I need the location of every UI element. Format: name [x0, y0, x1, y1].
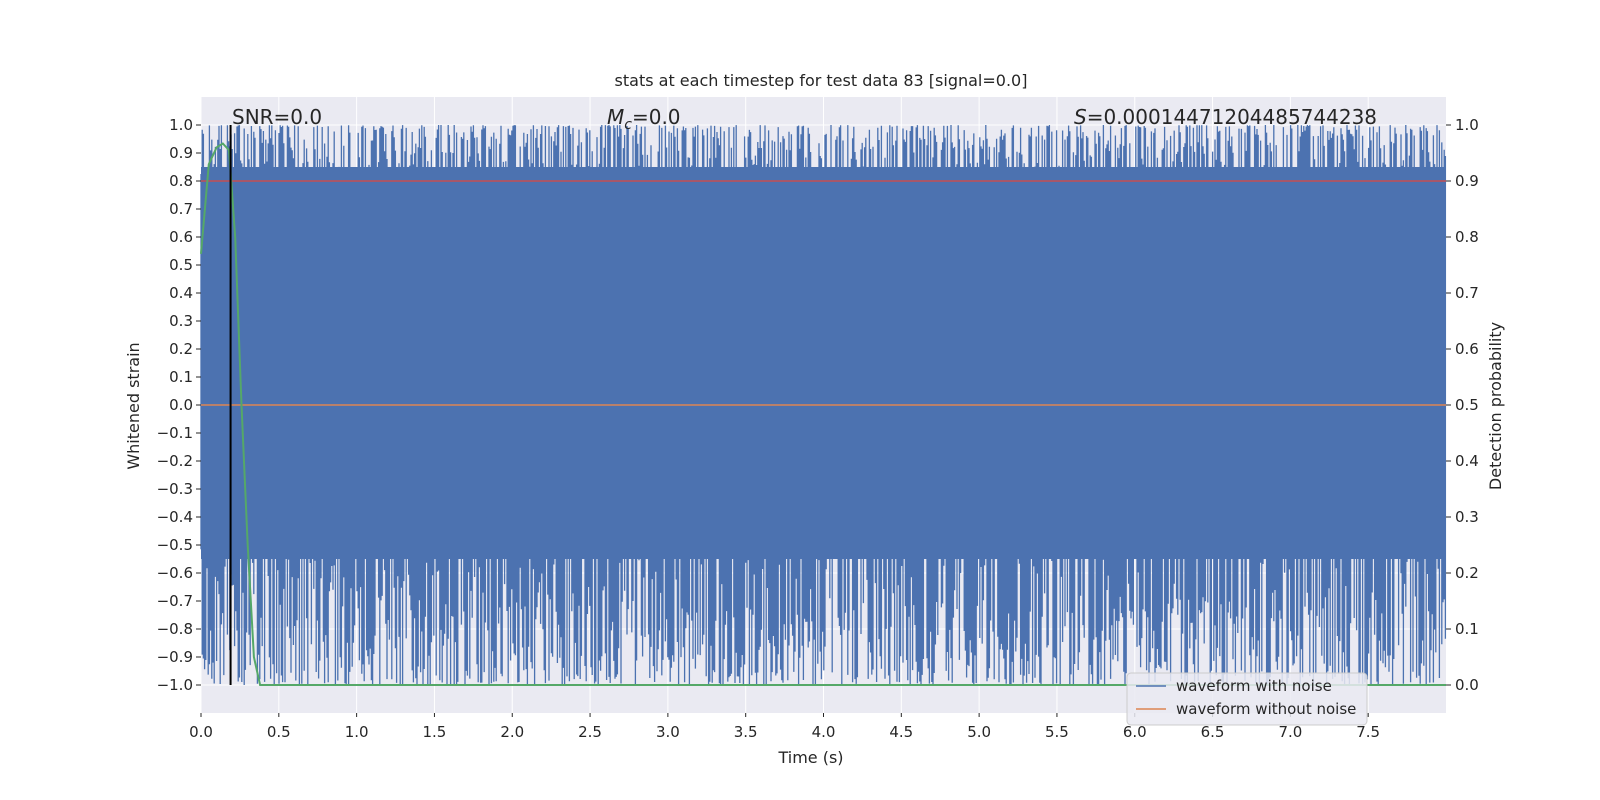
x-axis: 0.0 0.5 1.0 1.5 2.0 2.5 3.0 3.5 4.0 4.5 5.0 5.5 6.0 6… — [189, 713, 1380, 741]
y2-tick-label: 0.5 — [1455, 396, 1479, 414]
y-tick-label: 0.8 — [169, 172, 193, 190]
chirp-mass-annotation: Mc=0.0 — [607, 105, 681, 133]
line-layer — [200, 125, 1446, 686]
chart-title: stats at each timestep for test data 83 … — [615, 71, 1028, 90]
snr-annotation: SNR=0.0 — [232, 105, 322, 129]
y-tick-label: −1.0 — [157, 676, 193, 694]
y2-tick-label: 0.7 — [1455, 284, 1479, 302]
y2-tick-label: 0.8 — [1455, 228, 1479, 246]
y-tick-label: −0.1 — [157, 424, 193, 442]
y-tick-label: 0.3 — [169, 312, 193, 330]
y-tick-label: 0.1 — [169, 368, 193, 386]
x-tick-label: 5.0 — [967, 723, 991, 741]
y2-tick-label: 0.9 — [1455, 172, 1479, 190]
y2-tick-label: 0.4 — [1455, 452, 1479, 470]
x-tick-label: 2.5 — [578, 723, 602, 741]
x-tick-label: 7.5 — [1356, 723, 1380, 741]
y-tick-label: 0.9 — [169, 144, 193, 162]
y2-tick-label: 0.6 — [1455, 340, 1479, 358]
y2-tick-label: 0.2 — [1455, 564, 1479, 582]
y2-axis-label: Detection probability — [1486, 322, 1505, 490]
mc-symbol: M — [607, 105, 624, 129]
y2-tick-label: 0.3 — [1455, 508, 1479, 526]
series-detection-probability — [200, 142, 1446, 686]
y2-tick-label: 0.1 — [1455, 620, 1479, 638]
x-tick-label: 6.0 — [1123, 723, 1147, 741]
y-axis-label: Whitened strain — [124, 342, 143, 469]
y-tick-label: −0.8 — [157, 620, 193, 638]
y-tick-label: −0.5 — [157, 536, 193, 554]
x-tick-label: 0.0 — [189, 723, 213, 741]
y-tick-label: 0.7 — [169, 200, 193, 218]
legend-label-clean: waveform without noise — [1176, 700, 1356, 718]
x-axis-label: Time (s) — [777, 748, 843, 767]
y-tick-label: 0.4 — [169, 284, 193, 302]
x-tick-label: 5.5 — [1045, 723, 1069, 741]
y-tick-label: −0.2 — [157, 452, 193, 470]
x-tick-label: 1.5 — [423, 723, 447, 741]
mc-subscript: c — [624, 117, 632, 133]
s-symbol: S — [1074, 105, 1087, 129]
legend-box — [1126, 672, 1368, 726]
y-tick-label: −0.4 — [157, 508, 193, 526]
series-waveform-with-noise — [200, 125, 1447, 685]
y-tick-label: 0.5 — [169, 256, 193, 274]
s-annotation: S=0.00014471204485744238 — [1074, 105, 1377, 129]
y2-tick-label: 1.0 — [1455, 116, 1479, 134]
y-axis-right: 1.0 0.9 0.8 0.7 0.6 0.5 0.4 0.3 0.2 0.1 0.0 — [1446, 116, 1479, 694]
y-tick-label: 0.0 — [169, 396, 193, 414]
x-tick-label: 3.0 — [656, 723, 680, 741]
x-tick-label: 7.0 — [1278, 723, 1302, 741]
mc-value: =0.0 — [632, 105, 681, 129]
y-tick-label: −0.6 — [157, 564, 193, 582]
x-tick-label: 6.5 — [1201, 723, 1225, 741]
x-tick-label: 4.5 — [889, 723, 913, 741]
y-tick-label: 1.0 — [169, 116, 193, 134]
y-axis-left: 1.0 0.9 0.8 0.7 0.6 0.5 0.4 0.3 0.2 0.1 0.0 −0.1 −0.… — [157, 116, 201, 694]
noise-trace — [200, 125, 1447, 685]
x-tick-label: 2.0 — [500, 723, 524, 741]
y2-tick-label: 0.0 — [1455, 676, 1479, 694]
y-tick-label: 0.6 — [169, 228, 193, 246]
s-value: =0.00014471204485744238 — [1087, 105, 1377, 129]
y-tick-label: −0.7 — [157, 592, 193, 610]
x-tick-label: 3.5 — [734, 723, 758, 741]
x-tick-label: 1.0 — [345, 723, 369, 741]
legend-label-noise: waveform with noise — [1176, 677, 1332, 695]
y-tick-label: −0.3 — [157, 480, 193, 498]
legend: waveform with noise waveform without noi… — [1126, 672, 1368, 726]
y-tick-label: −0.9 — [157, 648, 193, 666]
y-tick-label: 0.2 — [169, 340, 193, 358]
x-tick-label: 4.0 — [812, 723, 836, 741]
x-tick-label: 0.5 — [267, 723, 291, 741]
